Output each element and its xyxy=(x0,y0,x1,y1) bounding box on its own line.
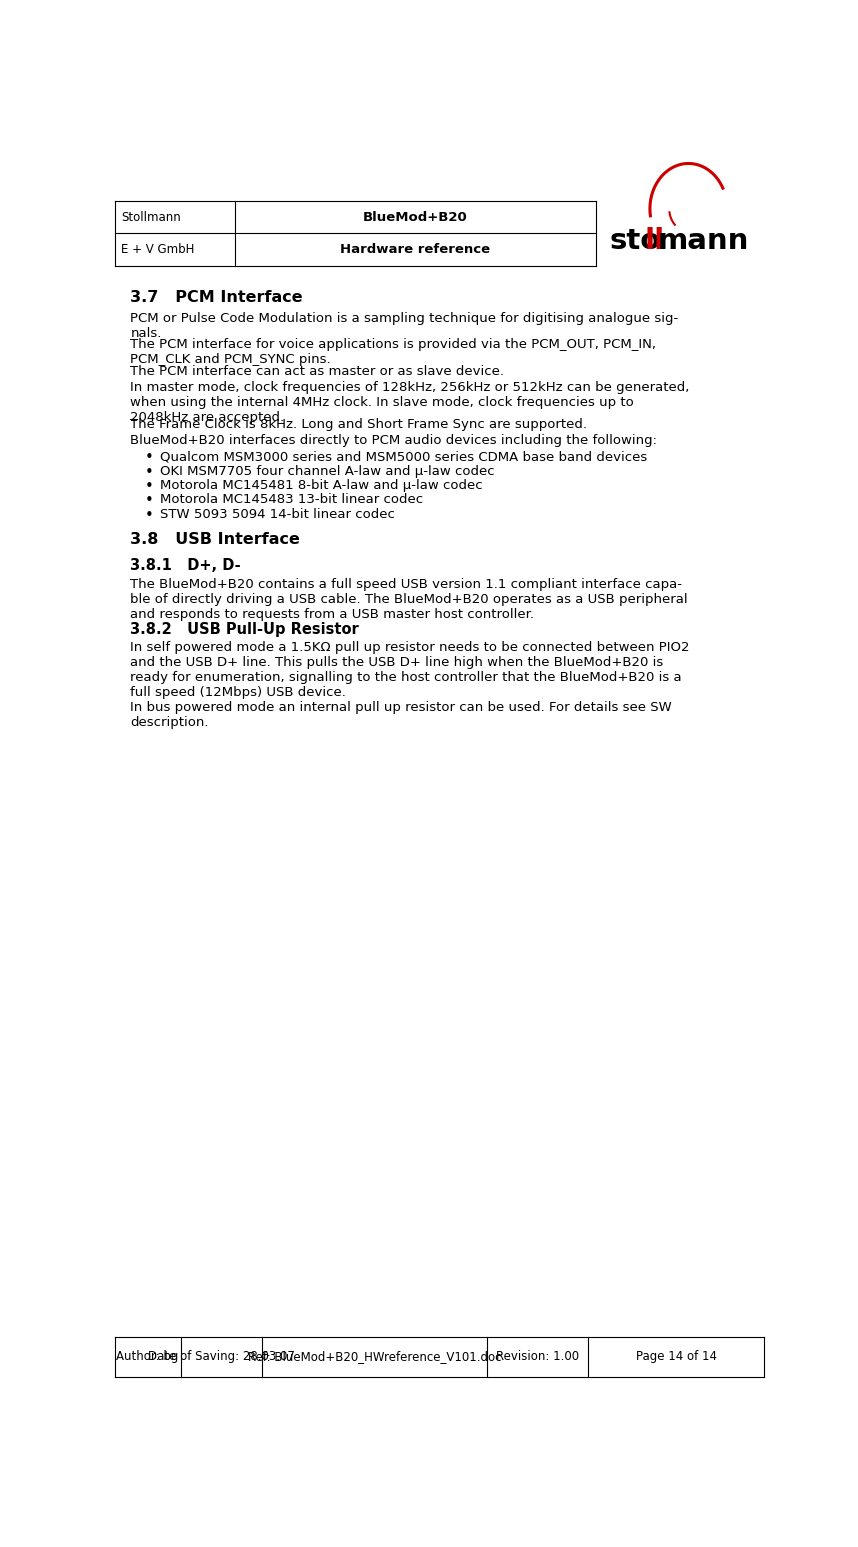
Text: ll: ll xyxy=(644,227,665,255)
Text: mann: mann xyxy=(657,227,749,255)
Text: •: • xyxy=(144,480,154,493)
Text: BlueMod+B20 interfaces directly to PCM audio devices including the following:: BlueMod+B20 interfaces directly to PCM a… xyxy=(130,435,657,447)
Text: Stollmann: Stollmann xyxy=(121,210,181,224)
Text: Qualcom MSM3000 series and MSM5000 series CDMA base band devices: Qualcom MSM3000 series and MSM5000 serie… xyxy=(160,450,647,463)
Text: Date of Saving: 28.03.07: Date of Saving: 28.03.07 xyxy=(148,1351,294,1363)
Text: •: • xyxy=(144,493,154,509)
Text: 3.7   PCM Interface: 3.7 PCM Interface xyxy=(130,289,303,305)
Text: 3.8.1   D+, D-: 3.8.1 D+, D- xyxy=(130,558,241,574)
Text: Motorola MC145483 13-bit linear codec: Motorola MC145483 13-bit linear codec xyxy=(160,493,423,506)
Text: The BlueMod+B20 contains a full speed USB version 1.1 compliant interface capa-
: The BlueMod+B20 contains a full speed US… xyxy=(130,577,688,620)
Text: The PCM interface for voice applications is provided via the PCM_OUT, PCM_IN,
PC: The PCM interface for voice applications… xyxy=(130,339,656,367)
Text: Motorola MC145481 8-bit A-law and μ-law codec: Motorola MC145481 8-bit A-law and μ-law … xyxy=(160,480,482,492)
Text: •: • xyxy=(144,507,154,523)
Text: Hardware reference: Hardware reference xyxy=(340,243,490,257)
Text: OKI MSM7705 four channel A-law and μ-law codec: OKI MSM7705 four channel A-law and μ-law… xyxy=(160,464,494,478)
Text: 3.8.2   USB Pull-Up Resistor: 3.8.2 USB Pull-Up Resistor xyxy=(130,622,360,637)
Text: In self powered mode a 1.5KΩ pull up resistor needs to be connected between PIO2: In self powered mode a 1.5KΩ pull up res… xyxy=(130,642,690,729)
Text: 3.8   USB Interface: 3.8 USB Interface xyxy=(130,532,300,546)
Text: •: • xyxy=(144,450,154,466)
Text: PCM or Pulse Code Modulation is a sampling technique for digitising analogue sig: PCM or Pulse Code Modulation is a sampli… xyxy=(130,311,679,340)
Text: In master mode, clock frequencies of 128kHz, 256kHz or 512kHz can be generated,
: In master mode, clock frequencies of 128… xyxy=(130,381,690,424)
Text: The Frame Clock is 8kHz. Long and Short Frame Sync are supported.: The Frame Clock is 8kHz. Long and Short … xyxy=(130,418,588,432)
Text: Author: bg: Author: bg xyxy=(117,1351,178,1363)
Text: The PCM interface can act as master or as slave device.: The PCM interface can act as master or a… xyxy=(130,365,505,377)
Text: Page 14 of 14: Page 14 of 14 xyxy=(636,1351,716,1363)
Text: •: • xyxy=(144,464,154,480)
Text: sto: sto xyxy=(609,227,661,255)
Text: Revision: 1.00: Revision: 1.00 xyxy=(496,1351,579,1363)
Text: BlueMod+B20: BlueMod+B20 xyxy=(363,210,468,224)
Text: E + V GmbH: E + V GmbH xyxy=(121,243,195,257)
Text: STW 5093 5094 14-bit linear codec: STW 5093 5094 14-bit linear codec xyxy=(160,507,395,521)
Text: Ref: BlueMod+B20_HWreference_V101.doc: Ref: BlueMod+B20_HWreference_V101.doc xyxy=(248,1351,501,1363)
